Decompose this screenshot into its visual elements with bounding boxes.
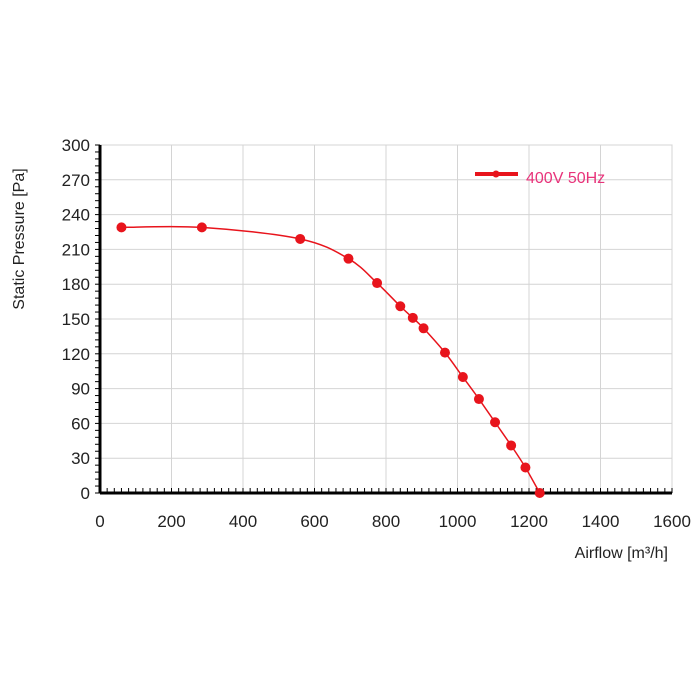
x-axis-title: Airflow [m³/h]	[575, 545, 668, 562]
legend: 400V 50Hz	[475, 170, 605, 187]
series	[116, 222, 545, 498]
data-point	[506, 440, 517, 451]
legend-label: 400V 50Hz	[526, 170, 605, 187]
data-point	[343, 253, 354, 264]
y-tick-label: 30	[71, 449, 90, 468]
data-point	[116, 222, 127, 233]
y-tick-label: 60	[71, 414, 90, 433]
data-point	[418, 323, 429, 334]
x-tick-label: 600	[300, 512, 328, 531]
x-tick-label: 1200	[510, 512, 548, 531]
y-tick-label: 210	[62, 240, 90, 259]
y-axis-title: Static Pressure [Pa]	[11, 168, 28, 309]
y-tick-label: 270	[62, 171, 90, 190]
y-tick-label: 90	[71, 380, 90, 399]
data-point	[372, 278, 383, 289]
x-tick-label: 400	[229, 512, 257, 531]
y-tick-label: 150	[62, 310, 90, 329]
x-tick-label: 200	[157, 512, 185, 531]
data-point	[295, 233, 306, 244]
data-point	[395, 301, 406, 312]
data-point	[196, 222, 207, 233]
y-tick-label: 120	[62, 345, 90, 364]
x-tick-label: 1400	[582, 512, 620, 531]
data-point	[407, 312, 418, 323]
data-point	[534, 488, 545, 498]
ticks: 0 200 400 600 800 1000 1200 1400 1600 0 30 60 90 120 1…	[62, 136, 691, 531]
x-tick-label: 800	[372, 512, 400, 531]
x-tick-label: 0	[95, 512, 104, 531]
y-tick-label: 240	[62, 206, 90, 225]
y-tick-label: 0	[81, 484, 90, 503]
y-tick-label: 300	[62, 136, 90, 155]
x-tick-label: 1600	[653, 512, 691, 531]
data-point	[439, 347, 450, 358]
data-point	[520, 462, 531, 473]
data-point	[473, 394, 484, 405]
y-tick-label: 180	[62, 275, 90, 294]
legend-marker	[492, 170, 500, 178]
x-tick-label: 1000	[439, 512, 477, 531]
data-point	[457, 372, 468, 382]
data-point	[490, 417, 501, 428]
grid	[100, 144, 673, 493]
